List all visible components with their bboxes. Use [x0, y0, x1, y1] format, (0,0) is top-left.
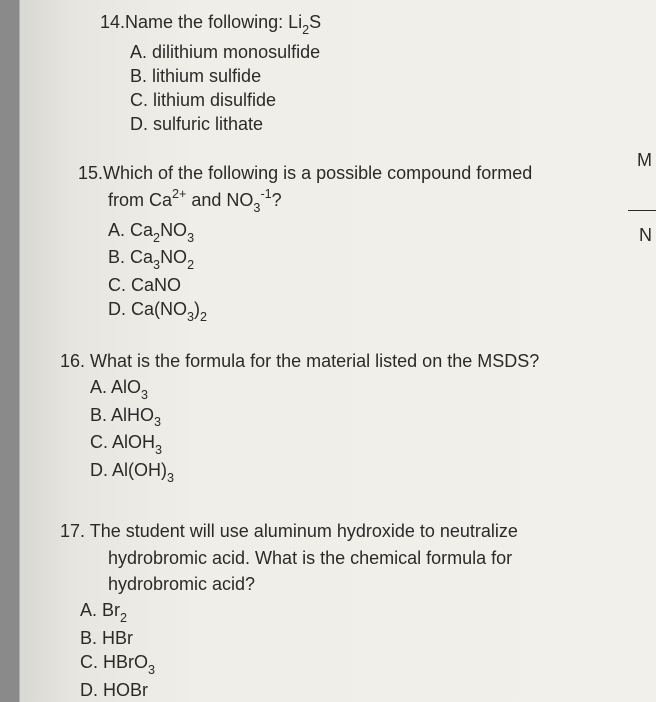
option-16a: A. AlO3	[90, 375, 636, 403]
option-14b: B. lithium sulfide	[130, 64, 636, 88]
question-16: 16. What is the formula for the material…	[60, 349, 636, 486]
margin-clip-bottom: N	[639, 225, 652, 246]
option-15a: A. Ca2NO3	[108, 218, 636, 246]
option-15b: B. Ca3NO2	[108, 245, 636, 273]
option-16d: D. Al(OH)3	[90, 458, 636, 486]
margin-divider	[628, 210, 656, 211]
question-17-number: 17.	[60, 521, 85, 541]
option-14c: C. lithium disulfide	[130, 88, 636, 112]
question-17-stem: 17. The student will use aluminum hydrox…	[60, 519, 636, 543]
option-15d: D. Ca(NO3)2	[108, 297, 636, 325]
question-14-number: 14.	[100, 12, 125, 32]
question-17-stem-line3: hydrobromic acid?	[108, 572, 636, 596]
question-14-stem: 14.Name the following: Li2S	[100, 10, 636, 38]
option-14d: D. sulfuric lithate	[130, 112, 636, 136]
option-17b: B. HBr	[80, 626, 636, 650]
option-17c: C. HBrO3	[80, 650, 636, 678]
question-17-options: A. Br2 B. HBr C. HBrO3 D. HOBr	[80, 598, 636, 702]
question-15-number: 15.	[78, 163, 103, 183]
margin-clip-top: M	[637, 150, 652, 171]
question-14-options: A. dilithium monosulfide B. lithium sulf…	[130, 40, 636, 137]
option-16b: B. AlHO3	[90, 403, 636, 431]
question-17: 17. The student will use aluminum hydrox…	[60, 519, 636, 702]
question-16-number: 16.	[60, 351, 85, 371]
option-17d: D. HOBr	[80, 678, 636, 702]
option-17a: A. Br2	[80, 598, 636, 626]
question-15: 15.Which of the following is a possible …	[78, 161, 636, 325]
question-15-stem: 15.Which of the following is a possible …	[78, 161, 636, 185]
question-17-stem-line2: hydrobromic acid. What is the chemical f…	[108, 546, 636, 570]
option-16c: C. AlOH3	[90, 430, 636, 458]
question-16-options: A. AlO3 B. AlHO3 C. AlOH3 D. Al(OH)3	[90, 375, 636, 485]
question-15-stem-line2: from Ca2+ and NO3-1?	[108, 187, 636, 216]
option-14a: A. dilithium monosulfide	[130, 40, 636, 64]
question-16-stem: 16. What is the formula for the material…	[60, 349, 636, 373]
option-15c: C. CaNO	[108, 273, 636, 297]
question-15-options: A. Ca2NO3 B. Ca3NO2 C. CaNO D. Ca(NO3)2	[108, 218, 636, 325]
question-14: 14.Name the following: Li2S A. dilithium…	[100, 10, 636, 137]
